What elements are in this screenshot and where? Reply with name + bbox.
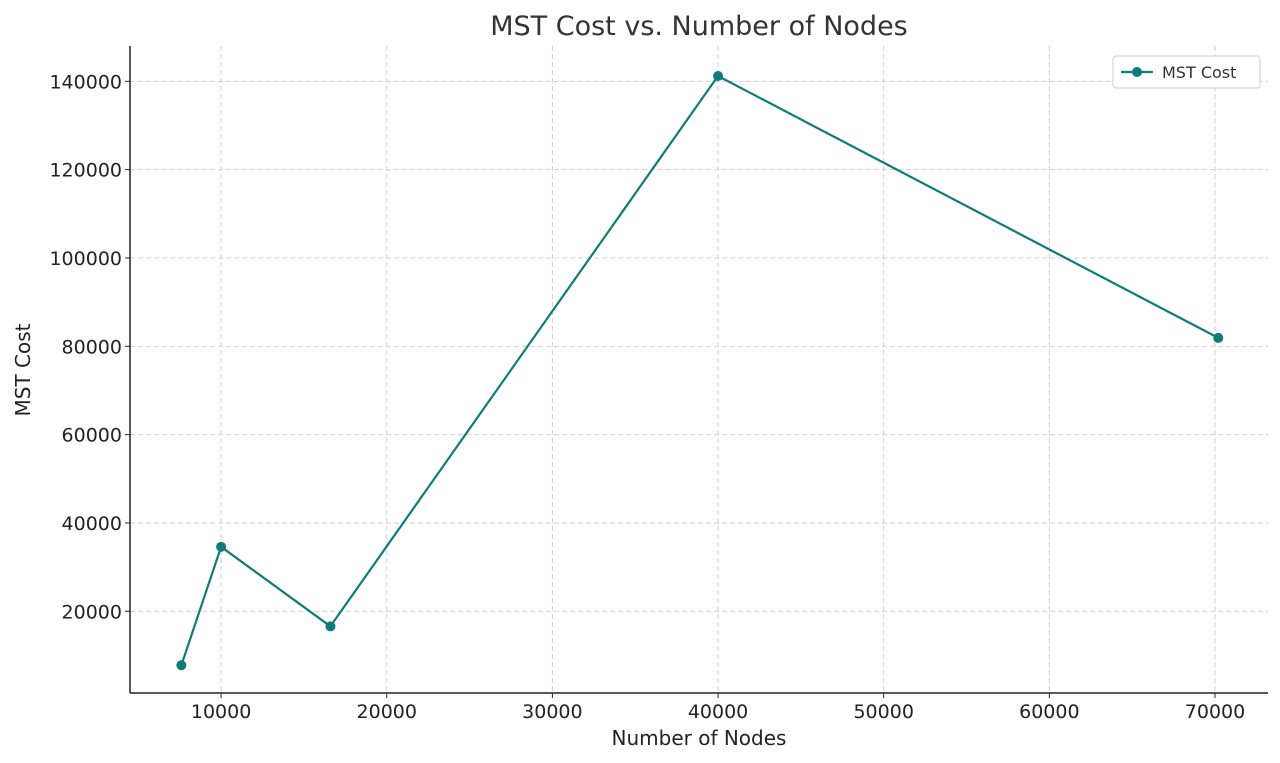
y-tick-label: 100000 bbox=[49, 248, 122, 270]
y-tick-label: 140000 bbox=[49, 71, 122, 93]
x-tick-label: 40000 bbox=[688, 701, 748, 723]
chart-title: MST Cost vs. Number of Nodes bbox=[490, 11, 908, 42]
axes bbox=[129, 46, 1268, 694]
legend-label: MST Cost bbox=[1162, 63, 1236, 82]
x-tick-label: 20000 bbox=[357, 701, 417, 723]
legend-box bbox=[1112, 55, 1261, 89]
series-layer bbox=[176, 71, 1224, 671]
data-point bbox=[176, 660, 187, 671]
y-tick-label: 60000 bbox=[62, 425, 122, 447]
y-tick-label: 40000 bbox=[62, 513, 122, 535]
data-point bbox=[1213, 332, 1224, 343]
data-point bbox=[325, 621, 336, 632]
x-tick-label: 10000 bbox=[191, 701, 251, 723]
y-tick-label: 20000 bbox=[62, 601, 122, 623]
y-tick-label: 80000 bbox=[62, 336, 122, 358]
data-point bbox=[216, 541, 227, 552]
series-line bbox=[180, 74, 1219, 666]
x-tick-label: 50000 bbox=[853, 701, 913, 723]
y-axis-label: MST Cost bbox=[11, 323, 35, 416]
tick-labels: 10000 20000 30000 40000 50000 60000 70000 20000… bbox=[49, 71, 1245, 723]
x-tick-label: 30000 bbox=[522, 701, 582, 723]
legend-marker bbox=[1132, 67, 1142, 77]
legend: MST Cost bbox=[1112, 55, 1261, 89]
x-tick-label: 70000 bbox=[1185, 701, 1245, 723]
x-tick-label: 60000 bbox=[1019, 701, 1079, 723]
x-axis-label: Number of Nodes bbox=[612, 726, 787, 750]
y-tick-label: 120000 bbox=[49, 160, 122, 182]
grid bbox=[130, 46, 1268, 693]
data-point bbox=[713, 71, 724, 82]
